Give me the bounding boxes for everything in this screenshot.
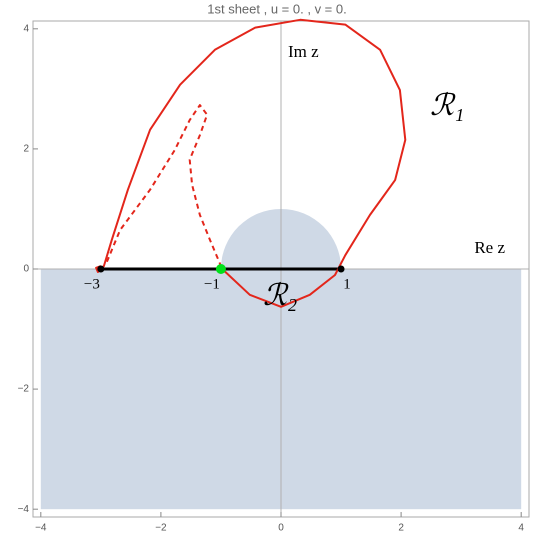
point-label: −3 [84,276,100,292]
point [215,264,226,274]
y-tick-label: −2 [18,384,30,395]
point [97,265,105,273]
x-tick-label: −2 [155,523,167,534]
x-tick-label: 2 [398,523,404,534]
y-tick-label: 0 [23,264,29,275]
point-label: 1 [343,276,351,292]
x-axis-label: Re z [474,238,505,257]
x-tick-label: 4 [518,523,524,534]
point-label: −1 [204,276,220,292]
y-axis-label: Im z [288,42,319,61]
chart-title: 1st sheet , u = 0. , v = 0. [207,1,346,16]
y-tick-label: −4 [18,504,30,515]
curve [95,18,407,308]
y-tick-label: 2 [23,144,29,155]
x-tick-label: −4 [35,523,47,534]
y-tick-label: 4 [23,23,29,34]
curve [105,104,224,270]
region-label: ℛ₁ [430,89,464,122]
point [337,265,345,273]
region-label: ℛ₂ [263,279,297,312]
x-tick-label: 0 [278,523,284,534]
